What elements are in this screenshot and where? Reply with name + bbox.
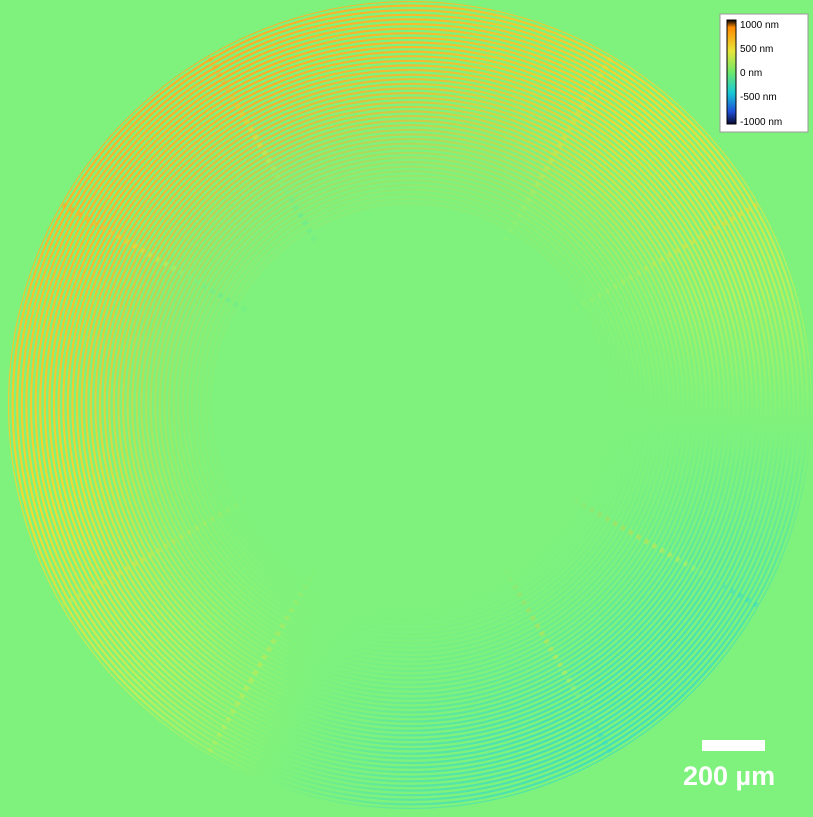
colorbar: 1000 nm 500 nm 0 nm -500 nm -1000 nm xyxy=(719,13,809,133)
scale-bar-line xyxy=(702,740,765,751)
colorbar-label-minus-1000: -1000 nm xyxy=(740,117,782,128)
scale-bar: 200 µm xyxy=(683,740,775,791)
colorbar-label-500: 500 nm xyxy=(740,44,773,55)
colorbar-label-minus-500: -500 nm xyxy=(740,92,777,103)
colorbar-label-0: 0 nm xyxy=(740,68,762,79)
colorbar-gradient xyxy=(726,19,737,125)
scale-bar-label: 200 µm xyxy=(683,761,775,791)
fresnel-lens-disk xyxy=(8,1,812,809)
colorbar-label-1000: 1000 nm xyxy=(740,20,779,31)
